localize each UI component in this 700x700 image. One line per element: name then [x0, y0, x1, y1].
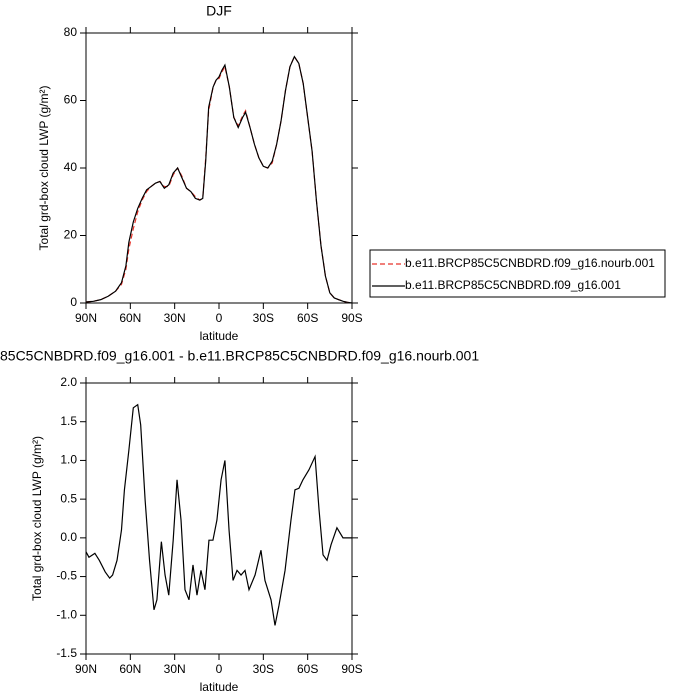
x-tick-label: 90N — [75, 311, 97, 325]
x-tick-label: 30S — [253, 311, 274, 325]
legend-label: b.e11.BRCP85C5CNBDRD.f09_g16.nourb.001 — [405, 256, 655, 270]
legend-label: b.e11.BRCP85C5CNBDRD.f09_g16.001 — [405, 278, 621, 292]
x-tick-label: 30S — [253, 662, 274, 676]
y-tick-label: 60 — [64, 93, 78, 107]
y-tick-label: -1.5 — [56, 646, 77, 660]
x-tick-label: 60N — [119, 662, 141, 676]
x-tick-label: 0 — [216, 662, 223, 676]
chart-title: DJF — [206, 3, 232, 19]
y-tick-label: 1.5 — [60, 414, 77, 428]
x-tick-label: 0 — [216, 311, 223, 325]
x-tick-label: 30N — [164, 662, 186, 676]
data-line — [85, 403, 352, 626]
x-axis-label: latitude — [200, 680, 239, 694]
y-tick-label: -0.5 — [56, 569, 77, 583]
y-axis-label: Total grd-box cloud LWP (g/m²) — [37, 86, 51, 251]
x-tick-label: 90S — [341, 311, 362, 325]
y-tick-label: 1.0 — [60, 453, 77, 467]
x-tick-label: 60S — [297, 662, 318, 676]
x-tick-label: 60S — [297, 311, 318, 325]
x-axis-label: latitude — [200, 329, 239, 343]
legend-box — [369, 249, 666, 298]
y-tick-label: -1.0 — [56, 607, 77, 621]
y-tick-label: 40 — [64, 160, 78, 174]
data-line — [85, 55, 353, 304]
y-tick-label: 0.5 — [60, 491, 77, 505]
x-tick-label: 60N — [119, 311, 141, 325]
data-line — [85, 55, 353, 304]
plot-frame — [85, 382, 353, 655]
chart-title: 85C5CNBDRD.f09_g16.001 - b.e11.BRCP85C5C… — [0, 348, 479, 364]
y-tick-label: 2.0 — [60, 375, 77, 389]
y-tick-label: 0 — [70, 295, 77, 309]
y-tick-label: 20 — [64, 228, 78, 242]
y-tick-label: 0.0 — [60, 530, 77, 544]
y-tick-label: 80 — [64, 25, 78, 39]
x-tick-label: 30N — [164, 311, 186, 325]
y-axis-label: Total grd-box cloud LWP (g/m²) — [30, 436, 44, 601]
x-tick-label: 90S — [341, 662, 362, 676]
x-tick-label: 90N — [75, 662, 97, 676]
